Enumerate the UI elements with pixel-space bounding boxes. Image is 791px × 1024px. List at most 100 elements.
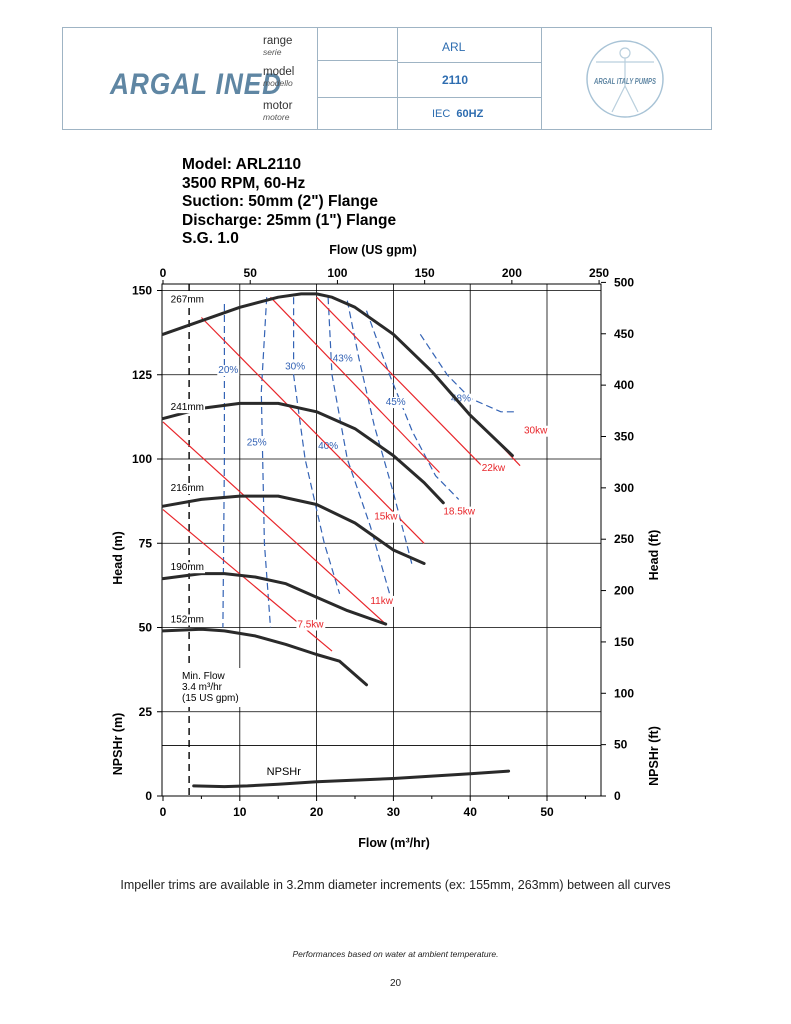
impeller-label: 241mm — [171, 402, 204, 413]
left-axis-title: Head (m) — [111, 531, 125, 584]
info-suction: Suction: 50mm (2") Flange — [182, 193, 378, 210]
top-tick-label: 100 — [327, 266, 347, 280]
company-logo-text: ARGAL INED — [109, 68, 282, 100]
trims-note: Impeller trims are available in 3.2mm di… — [120, 878, 671, 892]
right-tick-label: 350 — [614, 429, 634, 443]
power-label-bg — [442, 506, 477, 518]
info-rpm: 3500 RPM, 60-Hz — [182, 174, 306, 192]
model-label: model modello — [263, 66, 295, 89]
range-label-it: serie — [263, 47, 282, 57]
impeller-curve — [161, 292, 514, 458]
efficiency-label-bg — [217, 365, 240, 377]
efficiency-label-bg — [284, 361, 307, 373]
power-line — [270, 296, 440, 473]
impeller-label: 267mm — [171, 294, 204, 305]
right-axis-title: Head (ft) — [647, 530, 661, 581]
motor-value-prefix: IEC — [432, 108, 451, 120]
right-tick-label: 50 — [614, 738, 628, 752]
performance-note: Performances based on water at ambient t… — [292, 949, 499, 959]
header-table — [62, 27, 712, 130]
power-line — [162, 421, 387, 625]
efficiency-line — [346, 300, 414, 567]
impeller-curve — [161, 494, 426, 565]
left-tick-label: 150 — [132, 284, 152, 298]
bottom-tick-label: 0 — [160, 805, 167, 819]
efficiency-label-bg — [384, 397, 407, 409]
power-label-bg — [480, 462, 507, 474]
power-label: 11kw — [370, 596, 393, 607]
model-label-it: modello — [263, 78, 293, 88]
impeller-curve — [161, 627, 368, 687]
company-logo: ARGAL INED — [109, 68, 282, 100]
right-tick-label: 0 — [614, 789, 621, 803]
power-line — [200, 317, 425, 544]
left-tick-label: 125 — [132, 368, 152, 382]
impeller-label-bg — [169, 562, 206, 574]
min-flow-line-3: (15 US gpm) — [182, 693, 239, 704]
efficiency-line — [293, 297, 341, 594]
page-number: 20 — [389, 978, 402, 989]
info-discharge: Discharge: 25mm (1") Flange — [182, 211, 397, 229]
efficiency-label-bg — [449, 393, 473, 405]
left-tick-label: 50 — [139, 621, 153, 635]
impeller-label-bg — [169, 614, 206, 626]
top-tick-label: 0 — [160, 266, 167, 280]
model-label-en: model — [263, 66, 295, 78]
efficiency-line — [260, 297, 272, 628]
power-label-bg — [369, 595, 395, 607]
power-label: 15kw — [374, 512, 398, 523]
info-sg: S.G. 1.0 — [182, 230, 239, 247]
efficiency-label: 45% — [386, 397, 406, 408]
argal-pumps-logo: ARGAL ITALY PUMPS — [586, 40, 664, 118]
range-value: ARL — [442, 40, 466, 54]
model-value: 2110 — [442, 73, 469, 87]
efficiency-label: 43% — [333, 353, 353, 364]
efficiency-label-bg — [331, 353, 354, 365]
bottom-tick-label: 30 — [387, 805, 401, 819]
impeller-label: 216mm — [171, 483, 204, 494]
impeller-label: 152mm — [171, 614, 204, 625]
range-label-en: range — [263, 35, 293, 47]
motor-label: motor motore — [263, 100, 293, 123]
efficiency-line — [419, 333, 517, 413]
info-model: Model: ARL2110 — [182, 156, 302, 173]
left-tick-label: 0 — [145, 789, 152, 803]
top-tick-label: 50 — [244, 266, 258, 280]
bottom-tick-label: 20 — [310, 805, 324, 819]
right-tick-label: 400 — [614, 378, 634, 392]
impeller-label-bg — [169, 402, 206, 414]
model-info: Model: ARL2110 3500 RPM, 60-Hz Suction: … — [182, 156, 396, 249]
min-flow-label: Min. Flow 3.4 m³/hr (15 US gpm) — [175, 668, 264, 707]
motor-value-hz: 60HZ — [456, 108, 484, 120]
efficiency-line — [327, 297, 391, 594]
power-label: 30kw — [524, 426, 548, 437]
impeller-curve — [161, 401, 445, 505]
min-flow-line-1: Min. Flow — [182, 671, 225, 682]
left-tick-label: 75 — [139, 536, 153, 550]
min-flow-line-2: 3.4 m³/hr — [182, 682, 223, 693]
npshr-curve — [192, 769, 511, 789]
top-tick-label: 150 — [415, 266, 435, 280]
right-tick-label: 100 — [614, 686, 634, 700]
top-tick-label: 250 — [589, 266, 609, 280]
right-tick-label: 200 — [614, 584, 634, 598]
bottom-tick-label: 50 — [540, 805, 554, 819]
power-label: 22kw — [482, 463, 506, 474]
motor-label-en: motor — [263, 100, 293, 112]
right-tick-label: 500 — [614, 275, 634, 289]
power-label-bg — [373, 511, 400, 523]
npshr-label: NPSHr — [267, 766, 302, 778]
efficiency-line — [222, 304, 225, 628]
power-label-bg — [522, 425, 550, 437]
right-tick-label: 450 — [614, 327, 634, 341]
efficiency-label-bg — [245, 437, 268, 449]
impeller-curve — [161, 572, 388, 626]
left-tick-label: 100 — [132, 452, 152, 466]
bottom-tick-label: 10 — [233, 805, 247, 819]
efficiency-label: 20% — [218, 365, 238, 376]
efficiency-line — [365, 310, 460, 500]
impeller-label-bg — [169, 483, 206, 495]
